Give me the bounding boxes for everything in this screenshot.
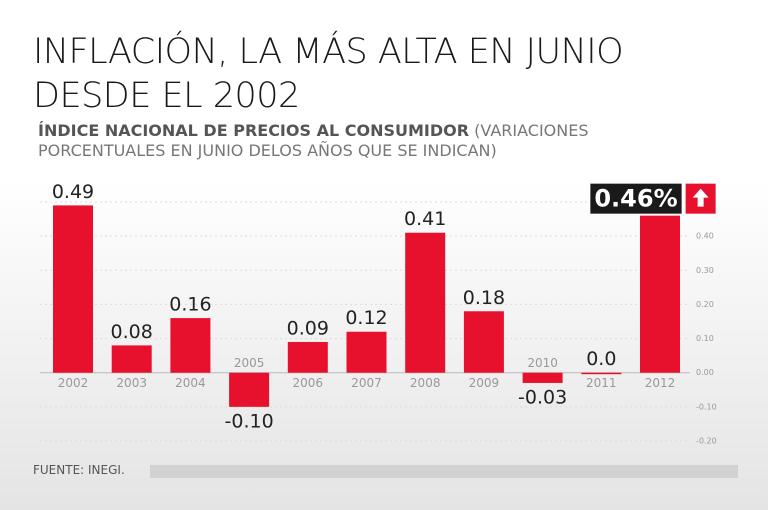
x-tick-label: 2012 bbox=[645, 376, 676, 390]
value-label: 0.0 bbox=[586, 348, 616, 370]
value-label: 0.12 bbox=[345, 307, 387, 329]
y-tick-label: 0.20 bbox=[696, 300, 714, 309]
x-tick-label: 2003 bbox=[116, 376, 147, 390]
bar bbox=[640, 215, 680, 373]
bar bbox=[463, 311, 504, 373]
value-label: -0.03 bbox=[518, 386, 567, 408]
y-tick-label: -0.10 bbox=[696, 402, 717, 411]
value-label: 0.46% bbox=[594, 185, 677, 213]
value-label: 0.08 bbox=[111, 321, 153, 343]
bar bbox=[287, 341, 328, 373]
value-label: -0.10 bbox=[225, 410, 274, 432]
y-tick-label: 0.40 bbox=[696, 232, 714, 241]
bar bbox=[53, 205, 93, 373]
bar bbox=[170, 318, 211, 373]
y-tick-label: 0.30 bbox=[696, 266, 714, 275]
source: FUENTE: INEGI. bbox=[33, 463, 125, 477]
value-label: 0.09 bbox=[287, 317, 329, 339]
x-tick-label: 2006 bbox=[293, 376, 324, 390]
y-tick-label: 0.00 bbox=[696, 368, 714, 377]
label-box bbox=[590, 183, 682, 214]
value-label: 0.49 bbox=[52, 181, 94, 203]
x-tick-label: 2002 bbox=[58, 376, 89, 390]
subtitle: ÍNDICE NACIONAL DE PRECIOS AL CONSUMIDOR… bbox=[38, 121, 698, 161]
x-tick-label: 2004 bbox=[175, 376, 206, 390]
subtitle-text: (VARIACIONES PORCENTUALES EN JUNIO DELOS… bbox=[38, 121, 589, 160]
x-tick-label: 2005 bbox=[234, 356, 265, 370]
bar bbox=[581, 372, 622, 375]
x-tick-label: 2009 bbox=[469, 376, 500, 390]
x-tick-label: 2011 bbox=[586, 376, 617, 390]
value-label: 0.16 bbox=[169, 294, 211, 316]
x-tick-label: 2007 bbox=[351, 376, 382, 390]
y-tick-label: 0.10 bbox=[696, 334, 714, 343]
value-label: 0.41 bbox=[404, 208, 446, 230]
chart-title: INFLACIÓN, LA MÁS ALTA EN JUNIO DESDE EL… bbox=[33, 32, 624, 116]
x-tick-label: 2008 bbox=[410, 376, 441, 390]
value-label: 0.18 bbox=[463, 287, 505, 309]
bar bbox=[405, 232, 446, 373]
arrow-icon bbox=[692, 188, 709, 207]
bar bbox=[229, 372, 270, 407]
bar bbox=[346, 331, 387, 373]
source-bar bbox=[150, 465, 738, 478]
subtitle-bold: ÍNDICE NACIONAL DE PRECIOS AL CONSUMIDOR bbox=[38, 121, 470, 140]
bar bbox=[522, 372, 563, 383]
x-tick-label: 2010 bbox=[527, 356, 558, 370]
y-tick-label: -0.20 bbox=[696, 437, 717, 446]
bar bbox=[111, 345, 152, 373]
highlight-label: 0.46% bbox=[590, 183, 716, 214]
